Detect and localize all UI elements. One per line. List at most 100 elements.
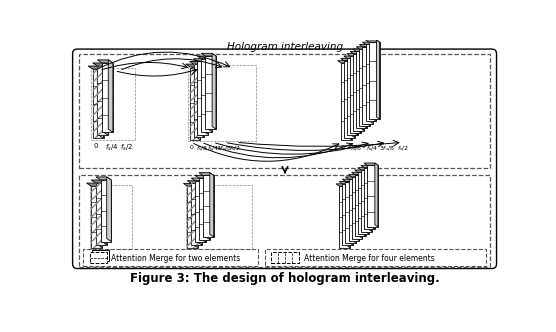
Polygon shape bbox=[201, 53, 216, 56]
Polygon shape bbox=[205, 59, 208, 134]
Polygon shape bbox=[190, 61, 205, 64]
Polygon shape bbox=[364, 49, 367, 128]
Polygon shape bbox=[364, 168, 375, 229]
Polygon shape bbox=[351, 172, 365, 175]
Polygon shape bbox=[363, 47, 373, 124]
Polygon shape bbox=[349, 179, 359, 241]
Polygon shape bbox=[194, 184, 198, 248]
Polygon shape bbox=[102, 180, 107, 245]
Polygon shape bbox=[350, 182, 353, 245]
Polygon shape bbox=[356, 47, 370, 49]
Polygon shape bbox=[199, 173, 214, 175]
Polygon shape bbox=[197, 64, 201, 140]
Polygon shape bbox=[208, 56, 212, 132]
Text: 0: 0 bbox=[340, 144, 344, 149]
Polygon shape bbox=[202, 178, 206, 242]
Polygon shape bbox=[365, 44, 376, 122]
Text: $f_s$/4: $f_s$/4 bbox=[365, 144, 378, 153]
Polygon shape bbox=[96, 183, 107, 245]
Polygon shape bbox=[210, 173, 214, 237]
Text: 0: 0 bbox=[189, 144, 193, 149]
Polygon shape bbox=[363, 42, 376, 44]
Polygon shape bbox=[88, 66, 103, 69]
Bar bbox=[83, 249, 258, 266]
Text: $f_s$/2: $f_s$/2 bbox=[397, 144, 409, 153]
Polygon shape bbox=[372, 165, 375, 229]
Polygon shape bbox=[375, 163, 378, 227]
Bar bbox=[186, 185, 252, 249]
Polygon shape bbox=[97, 60, 113, 63]
Polygon shape bbox=[199, 178, 210, 240]
Text: Figure 3: The design of hologram interleaving.: Figure 3: The design of hologram interle… bbox=[130, 272, 440, 286]
Polygon shape bbox=[337, 61, 351, 63]
Polygon shape bbox=[97, 66, 108, 135]
Text: $f_s$/4: $f_s$/4 bbox=[105, 143, 118, 153]
Text: $3f_s$/8: $3f_s$/8 bbox=[216, 144, 232, 153]
Polygon shape bbox=[197, 56, 212, 59]
Text: Hologram interleaving: Hologram interleaving bbox=[227, 42, 343, 52]
Polygon shape bbox=[206, 175, 210, 240]
Polygon shape bbox=[355, 170, 369, 172]
Polygon shape bbox=[349, 61, 351, 140]
Polygon shape bbox=[91, 186, 102, 248]
FancyBboxPatch shape bbox=[73, 49, 497, 269]
Polygon shape bbox=[187, 181, 202, 184]
Polygon shape bbox=[103, 63, 108, 135]
Polygon shape bbox=[344, 56, 358, 58]
Text: $3f_s$/8: $3f_s$/8 bbox=[379, 144, 395, 153]
Polygon shape bbox=[93, 69, 103, 138]
Text: $f_s$/8: $f_s$/8 bbox=[350, 144, 363, 153]
Polygon shape bbox=[351, 58, 355, 138]
Bar bbox=[91, 67, 135, 140]
Text: 0: 0 bbox=[93, 143, 98, 149]
Polygon shape bbox=[191, 184, 202, 245]
Polygon shape bbox=[353, 179, 356, 243]
Polygon shape bbox=[97, 183, 102, 248]
Polygon shape bbox=[365, 170, 369, 234]
Polygon shape bbox=[347, 184, 350, 248]
Polygon shape bbox=[351, 177, 363, 238]
Polygon shape bbox=[355, 56, 358, 135]
Polygon shape bbox=[376, 40, 380, 119]
Polygon shape bbox=[99, 66, 103, 138]
Polygon shape bbox=[193, 59, 208, 61]
Polygon shape bbox=[345, 182, 356, 243]
Polygon shape bbox=[341, 58, 355, 61]
Polygon shape bbox=[359, 44, 373, 47]
Polygon shape bbox=[198, 181, 202, 245]
Polygon shape bbox=[190, 67, 201, 140]
Polygon shape bbox=[353, 49, 367, 51]
Bar bbox=[90, 252, 107, 263]
Polygon shape bbox=[205, 56, 216, 129]
Polygon shape bbox=[201, 59, 212, 132]
Polygon shape bbox=[342, 179, 356, 182]
Polygon shape bbox=[344, 61, 355, 138]
Text: $f_s$/4: $f_s$/4 bbox=[207, 144, 219, 153]
Polygon shape bbox=[93, 63, 108, 66]
Polygon shape bbox=[108, 60, 113, 132]
Polygon shape bbox=[369, 42, 380, 119]
Polygon shape bbox=[197, 61, 208, 134]
Polygon shape bbox=[345, 177, 359, 179]
Polygon shape bbox=[339, 182, 353, 184]
Polygon shape bbox=[356, 51, 367, 128]
Bar bbox=[271, 252, 299, 263]
Polygon shape bbox=[358, 54, 361, 133]
Polygon shape bbox=[195, 181, 206, 242]
Bar bbox=[79, 54, 489, 168]
Polygon shape bbox=[349, 175, 363, 177]
Polygon shape bbox=[350, 51, 364, 54]
Polygon shape bbox=[347, 58, 358, 135]
Polygon shape bbox=[186, 64, 201, 67]
Polygon shape bbox=[339, 186, 350, 248]
Polygon shape bbox=[195, 175, 210, 178]
Bar bbox=[265, 249, 486, 266]
Polygon shape bbox=[358, 172, 369, 234]
Polygon shape bbox=[203, 175, 214, 237]
Text: $f_s$/2: $f_s$/2 bbox=[229, 144, 241, 153]
Polygon shape bbox=[183, 184, 198, 186]
Polygon shape bbox=[102, 63, 113, 132]
Polygon shape bbox=[87, 183, 102, 186]
Text: Attention Merge for two elements: Attention Merge for two elements bbox=[111, 254, 241, 263]
Polygon shape bbox=[353, 54, 364, 131]
